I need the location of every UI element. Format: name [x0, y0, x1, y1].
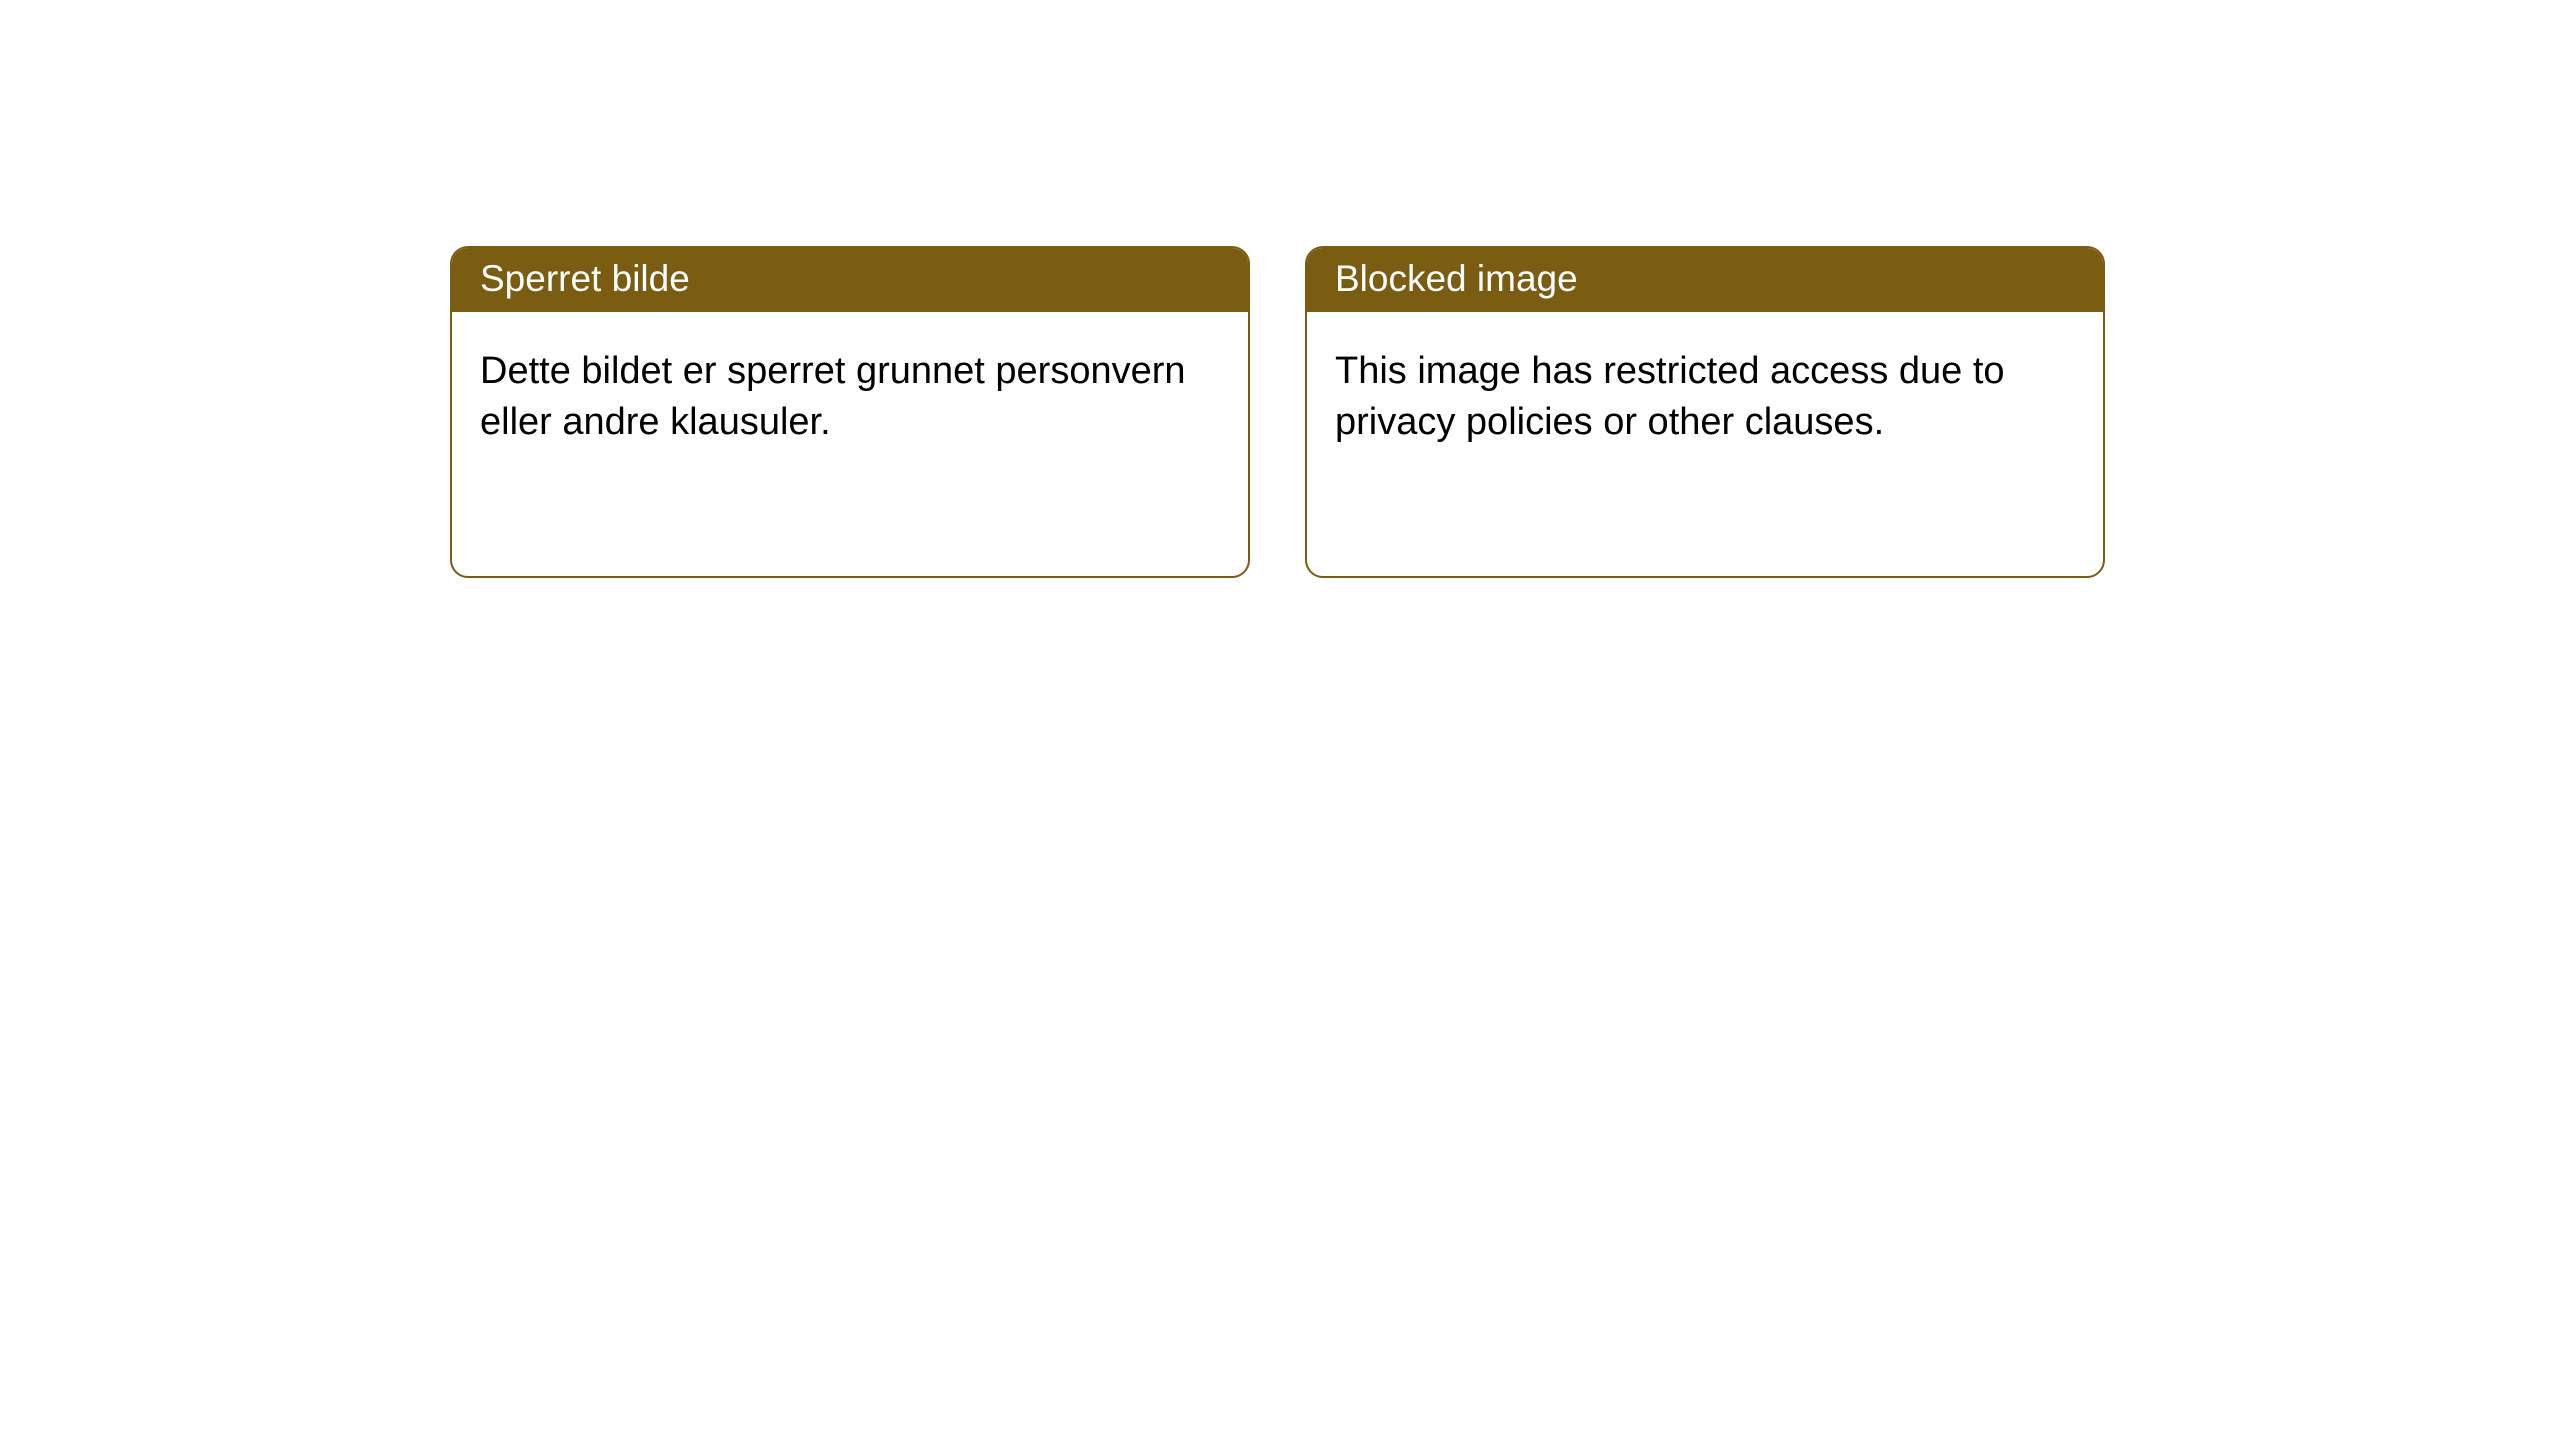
notice-title-english: Blocked image	[1307, 248, 2103, 312]
notice-card-norwegian: Sperret bilde Dette bildet er sperret gr…	[450, 246, 1250, 578]
notice-title-norwegian: Sperret bilde	[452, 248, 1248, 312]
notice-body-english: This image has restricted access due to …	[1307, 312, 2103, 483]
notice-container: Sperret bilde Dette bildet er sperret gr…	[0, 0, 2560, 578]
notice-body-norwegian: Dette bildet er sperret grunnet personve…	[452, 312, 1248, 483]
notice-card-english: Blocked image This image has restricted …	[1305, 246, 2105, 578]
